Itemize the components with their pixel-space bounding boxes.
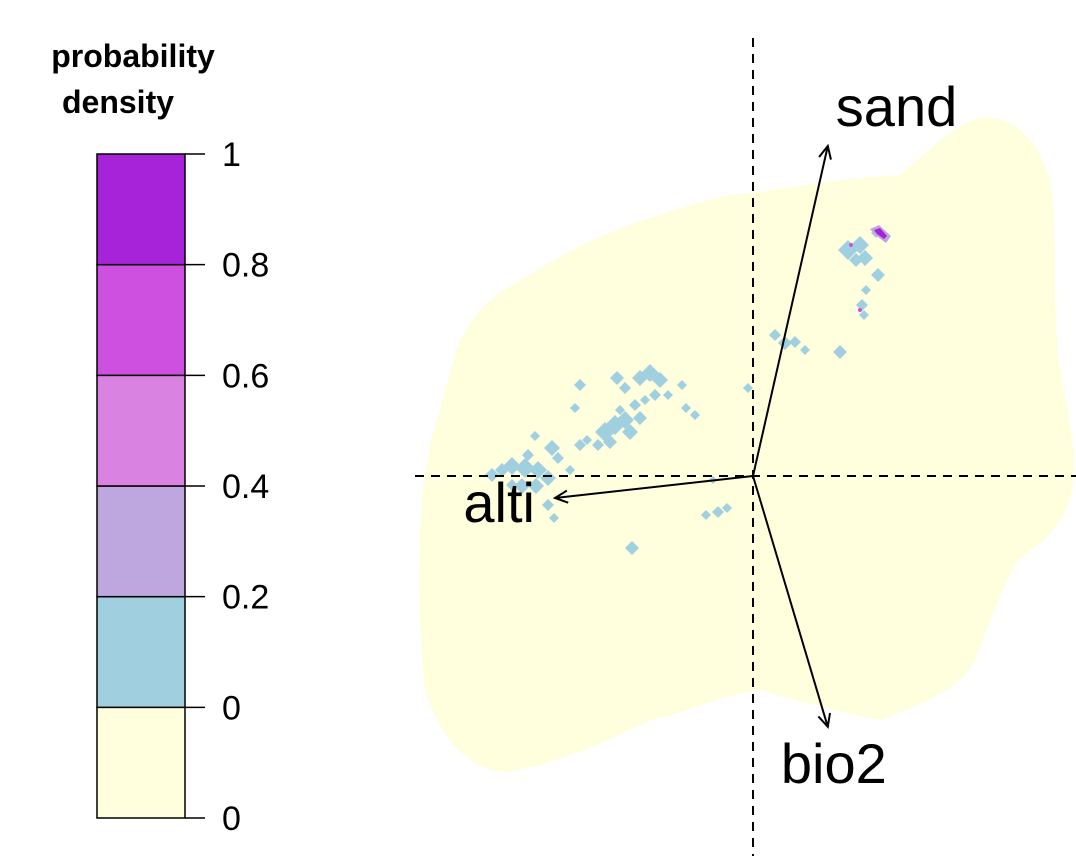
density-cell xyxy=(690,410,700,420)
density-cell xyxy=(640,395,650,405)
density-cell xyxy=(485,468,499,482)
density-cell xyxy=(503,457,521,475)
legend-title-line-1: probability xyxy=(51,38,215,74)
density-cell xyxy=(629,399,641,411)
density-cell xyxy=(592,439,604,451)
density-cell xyxy=(515,458,535,478)
density-region xyxy=(419,117,1075,772)
niche-envelope xyxy=(419,117,1075,772)
arrow-label-alti: alti xyxy=(463,471,535,534)
density-cell xyxy=(549,513,559,523)
density-cell xyxy=(565,465,575,475)
density-cell xyxy=(743,383,753,393)
density-cell xyxy=(649,389,661,401)
density-cell xyxy=(528,478,544,494)
density-cell xyxy=(789,336,801,348)
density-cell xyxy=(544,440,560,456)
density-cell-high xyxy=(858,308,862,312)
legend-tick-label: 0 xyxy=(222,800,241,838)
density-cell xyxy=(540,470,556,486)
legend-bin xyxy=(96,485,186,598)
density-cell xyxy=(582,435,592,445)
density-cell xyxy=(622,424,638,440)
arrow-sand xyxy=(752,145,829,477)
density-cell xyxy=(529,461,547,479)
density-cell xyxy=(769,329,781,341)
density-cell xyxy=(522,449,534,461)
density-cell xyxy=(610,371,624,385)
density-cell xyxy=(701,510,711,520)
density-cell-peak xyxy=(874,228,887,239)
density-cell xyxy=(722,503,732,513)
density-cell xyxy=(856,299,868,311)
legend-bin xyxy=(96,374,186,487)
density-cell xyxy=(574,379,586,391)
density-cell xyxy=(871,268,885,282)
arrowhead-sand xyxy=(818,143,832,160)
legend-tick-label: 0.4 xyxy=(222,468,269,506)
density-cell xyxy=(574,439,586,451)
variable-arrows: sand alti bio2 xyxy=(463,75,957,795)
density-cell xyxy=(859,310,869,320)
density-cell xyxy=(652,372,668,388)
density-cell xyxy=(552,452,564,464)
arrow-label-sand: sand xyxy=(836,75,957,138)
density-cell xyxy=(851,236,869,254)
density-cell xyxy=(849,253,863,267)
density-cell xyxy=(625,541,639,555)
legend-colorbar xyxy=(96,153,186,819)
arrow-bio2 xyxy=(752,475,829,728)
arrow-alti xyxy=(554,475,754,499)
density-cell xyxy=(603,435,617,449)
density-cell-high xyxy=(849,243,853,247)
density-cell xyxy=(833,345,847,359)
density-cell xyxy=(633,411,647,425)
density-cell xyxy=(677,380,687,390)
legend-ticks: 0 0 0.2 0.4 0.6 0.8 1 xyxy=(185,136,269,838)
density-cell xyxy=(800,345,810,355)
density-cell xyxy=(514,478,530,494)
arrowhead-bio2 xyxy=(817,712,832,730)
legend-tick-label: 0.2 xyxy=(222,579,269,617)
density-cell xyxy=(506,479,518,491)
legend-tick-label: 0.6 xyxy=(222,357,269,395)
density-cell xyxy=(615,405,625,415)
density-cell xyxy=(619,382,631,394)
legend-tick-label: 1 xyxy=(222,136,241,174)
legend-bin xyxy=(96,706,186,819)
density-cell xyxy=(681,403,691,413)
legend-tick-label: 0 xyxy=(222,689,241,727)
legend-title-line-2: density xyxy=(62,84,174,120)
legend-title: probability density xyxy=(51,38,215,120)
legend-bin xyxy=(96,263,186,377)
density-cell xyxy=(530,431,540,441)
density-cell xyxy=(712,506,724,518)
legend-bin xyxy=(96,595,186,709)
legend-bin xyxy=(96,153,186,266)
density-hotspots xyxy=(485,225,891,555)
density-cell xyxy=(861,285,871,295)
arrow-label-bio2: bio2 xyxy=(781,732,887,795)
arrowhead-alti xyxy=(552,489,569,504)
density-cell xyxy=(542,499,554,511)
legend-tick-label: 0.8 xyxy=(222,247,269,285)
density-cell xyxy=(663,390,673,400)
density-cell xyxy=(570,403,580,413)
